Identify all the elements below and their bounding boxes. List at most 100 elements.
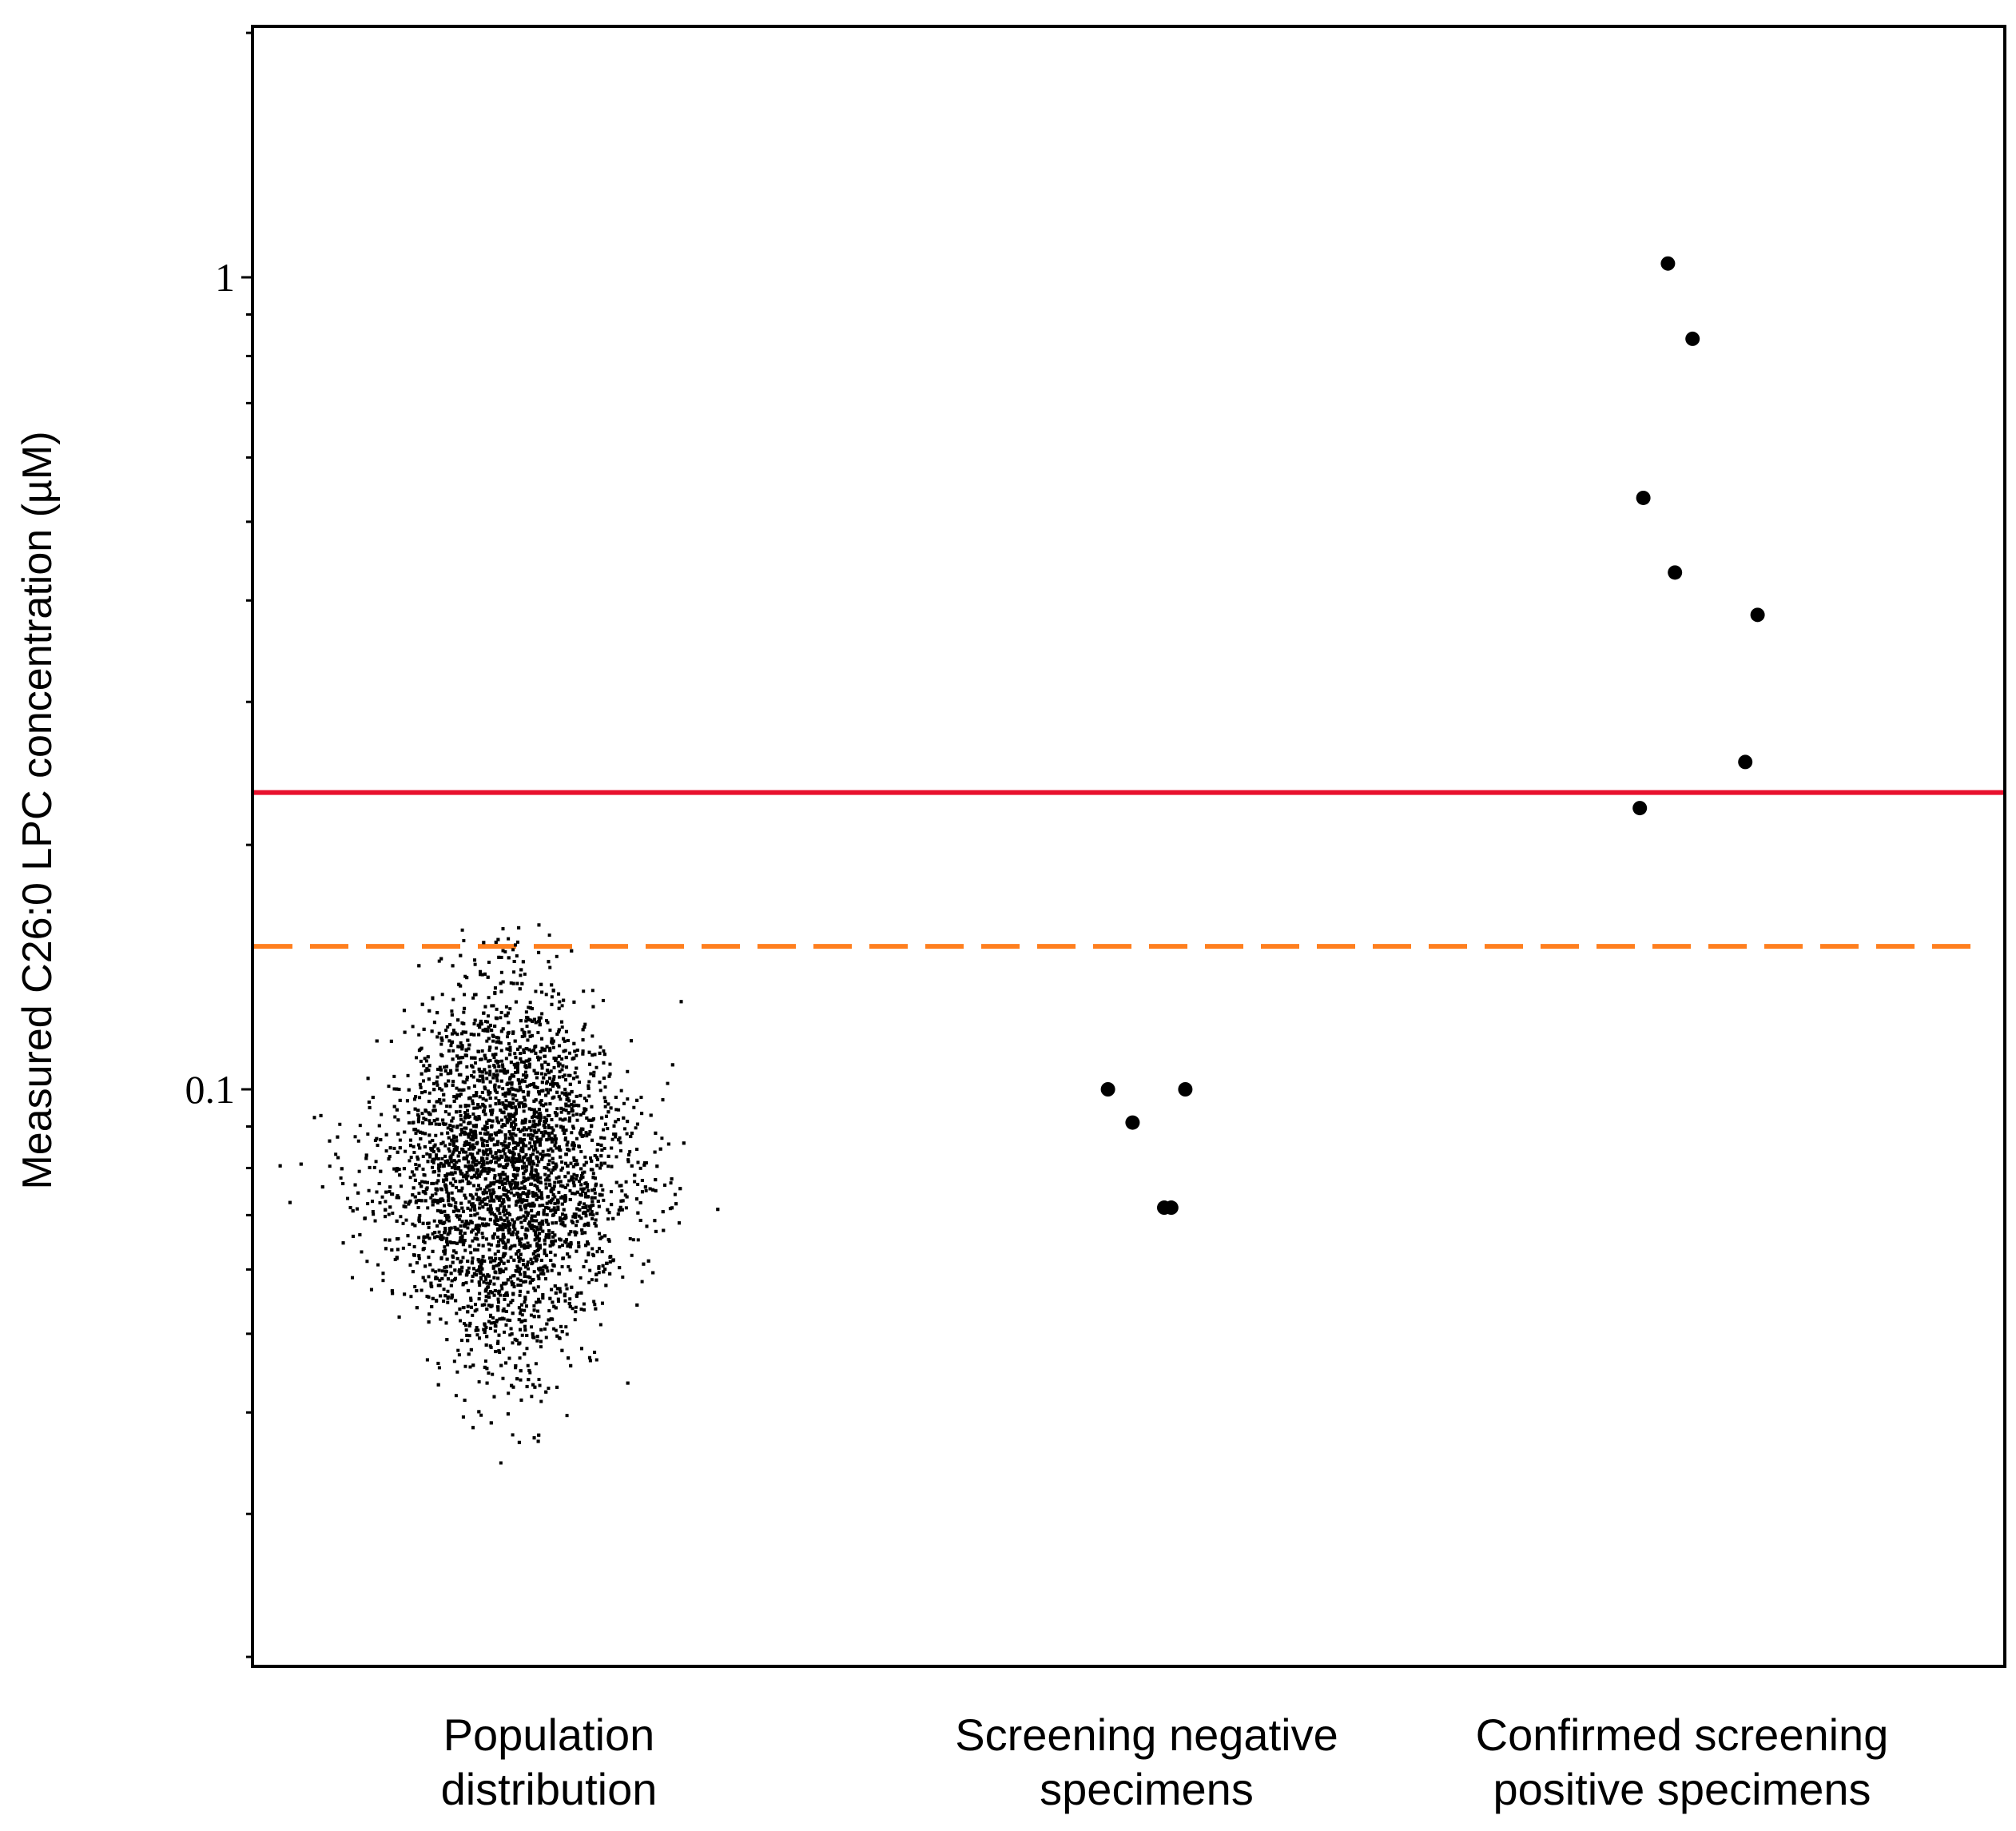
population-point xyxy=(540,1066,544,1070)
population-point xyxy=(620,1189,624,1193)
population-point xyxy=(506,1011,510,1015)
population-point xyxy=(529,1257,533,1261)
population-point xyxy=(535,1172,539,1176)
population-point xyxy=(487,1065,491,1069)
population-point xyxy=(522,1214,526,1218)
population-point xyxy=(587,1280,591,1284)
population-point xyxy=(555,1124,559,1128)
population-point xyxy=(661,1098,665,1102)
population-point xyxy=(437,1122,441,1126)
population-point xyxy=(470,1305,474,1309)
population-point xyxy=(485,1203,489,1207)
population-point xyxy=(577,1214,581,1218)
population-point xyxy=(486,1029,490,1033)
population-point xyxy=(528,1141,532,1145)
population-point xyxy=(448,1264,452,1268)
population-point xyxy=(593,1221,597,1225)
population-point xyxy=(538,1300,542,1304)
population-point xyxy=(581,1205,585,1209)
population-point xyxy=(516,1089,520,1093)
population-point xyxy=(580,1134,584,1138)
population-point xyxy=(495,1180,499,1184)
population-point xyxy=(509,1300,513,1304)
population-point xyxy=(493,1329,497,1333)
population-point xyxy=(481,1236,485,1240)
population-point xyxy=(470,1130,474,1134)
population-point xyxy=(528,1001,532,1005)
population-point xyxy=(431,997,435,1001)
population-point xyxy=(611,1259,615,1263)
population-point xyxy=(556,1205,560,1209)
population-point xyxy=(466,1038,470,1042)
population-point xyxy=(523,1308,527,1312)
population-point xyxy=(525,1047,529,1051)
population-point xyxy=(498,1198,502,1202)
population-point xyxy=(470,1204,474,1208)
population-point xyxy=(411,1222,415,1226)
population-point xyxy=(507,1156,511,1160)
population-point xyxy=(537,1020,541,1024)
population-point xyxy=(455,1125,459,1129)
population-point xyxy=(670,1177,674,1181)
population-point xyxy=(485,1308,489,1312)
population-point xyxy=(586,1195,590,1199)
population-point xyxy=(487,1093,491,1097)
population-point xyxy=(493,1089,497,1093)
population-point xyxy=(407,1111,411,1115)
population-point xyxy=(525,1199,529,1203)
population-point xyxy=(556,1201,560,1205)
population-point xyxy=(536,1058,540,1062)
population-point xyxy=(530,1033,534,1037)
population-point xyxy=(451,997,455,1001)
population-point xyxy=(470,1220,474,1224)
population-point xyxy=(568,1197,572,1201)
population-point xyxy=(522,1050,526,1054)
population-point xyxy=(466,1174,470,1178)
population-point xyxy=(500,1155,504,1159)
population-point xyxy=(512,960,516,964)
population-point xyxy=(552,1081,556,1085)
population-point xyxy=(485,1335,489,1339)
population-point xyxy=(421,1154,425,1158)
population-point xyxy=(531,1332,535,1336)
population-point xyxy=(537,1267,541,1271)
population-point xyxy=(459,1132,463,1136)
population-point xyxy=(587,1094,591,1098)
population-point xyxy=(530,1208,534,1212)
population-point xyxy=(593,1351,597,1355)
population-point xyxy=(459,1117,463,1121)
population-point xyxy=(554,1140,558,1144)
population-point xyxy=(387,1157,391,1161)
population-point xyxy=(488,1199,492,1203)
population-point xyxy=(530,1214,534,1218)
population-point xyxy=(467,1104,471,1108)
population-point xyxy=(412,1151,416,1154)
population-point xyxy=(564,1102,568,1106)
population-point xyxy=(455,1370,459,1374)
population-point xyxy=(482,1011,486,1015)
population-point xyxy=(328,1164,332,1168)
population-point xyxy=(551,1240,555,1244)
population-point xyxy=(595,1164,599,1168)
population-point xyxy=(418,1213,422,1217)
population-point xyxy=(388,1185,392,1189)
population-point xyxy=(481,1080,485,1084)
population-point xyxy=(388,1190,392,1194)
population-point xyxy=(371,1209,375,1213)
population-point xyxy=(571,1104,575,1108)
population-point xyxy=(590,1210,594,1214)
population-point xyxy=(418,1082,422,1086)
population-point xyxy=(515,981,519,985)
population-point xyxy=(471,1274,475,1278)
population-point xyxy=(439,1256,443,1260)
population-point xyxy=(535,1197,539,1201)
population-point xyxy=(554,1162,558,1166)
population-point xyxy=(490,1113,494,1117)
population-point xyxy=(575,1066,579,1070)
population-point xyxy=(514,1056,518,1060)
population-point xyxy=(483,1020,487,1024)
population-point xyxy=(529,1083,533,1087)
population-point xyxy=(581,1028,585,1032)
population-point xyxy=(497,1163,501,1167)
population-point xyxy=(654,1188,658,1192)
